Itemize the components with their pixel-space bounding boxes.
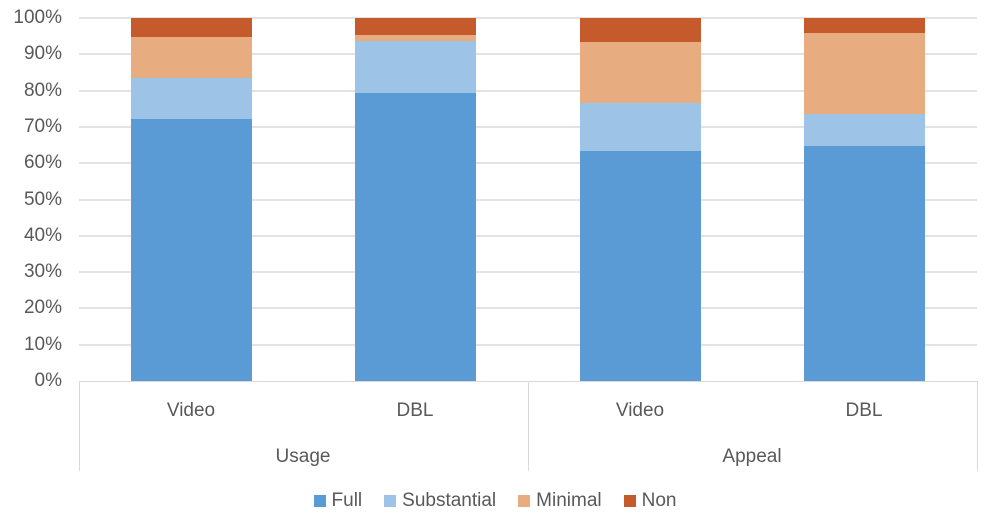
- gridline: [79, 307, 977, 310]
- bar-segment-minimal: [355, 35, 476, 41]
- y-tick-label: 100%: [13, 7, 62, 28]
- bar-segment-minimal: [131, 36, 252, 78]
- y-tick-label: 0%: [34, 370, 62, 391]
- bar-segment-non: [131, 18, 252, 37]
- bar-appeal-dbl: [804, 18, 925, 381]
- bar-segment-full: [131, 118, 252, 381]
- x-category-label: DBL: [396, 400, 434, 421]
- x-category-label: Video: [615, 400, 665, 421]
- legend-label: Full: [331, 490, 363, 511]
- axis-line: [977, 381, 978, 471]
- y-tick-label: 40%: [23, 224, 62, 246]
- bar-appeal-video: [580, 18, 701, 381]
- legend-swatch-icon: [384, 495, 397, 507]
- gridline: [79, 89, 977, 92]
- x-group-label: Appeal: [722, 446, 782, 467]
- legend-swatch-icon: [518, 495, 531, 507]
- gridline: [79, 162, 977, 165]
- gridline: [79, 17, 977, 19]
- legend: Full Substantial Minimal Non: [0, 490, 990, 512]
- bar-segment-non: [355, 18, 476, 36]
- bar-segment-full: [804, 145, 925, 381]
- bar-segment-full: [355, 93, 476, 381]
- bar-segment-minimal: [580, 41, 701, 103]
- y-tick-label: 50%: [23, 188, 62, 210]
- y-tick-label: 30%: [23, 261, 62, 283]
- legend-label: Non: [641, 490, 677, 511]
- y-tick-label: 20%: [23, 297, 62, 319]
- legend-item-substantial: Substantial: [384, 490, 496, 512]
- bar-usage-dbl: [355, 18, 476, 381]
- legend-swatch-icon: [623, 495, 636, 507]
- gridline: [79, 198, 977, 201]
- legend-item-non: Non: [623, 490, 677, 512]
- bar-segment-full: [580, 150, 701, 381]
- bar-segment-substantial: [355, 40, 476, 94]
- y-tick-label: 60%: [23, 152, 62, 174]
- bar-usage-video: [131, 18, 252, 381]
- y-tick-label: 90%: [23, 43, 62, 65]
- y-tick-label: 80%: [23, 79, 62, 101]
- legend-item-minimal: Minimal: [518, 490, 602, 512]
- gridline: [79, 271, 977, 274]
- bar-segment-substantial: [804, 113, 925, 146]
- legend-label: Minimal: [536, 490, 602, 511]
- bar-segment-minimal: [804, 32, 925, 114]
- bar-segment-non: [580, 18, 701, 42]
- bar-segment-substantial: [131, 77, 252, 119]
- gridline: [79, 343, 977, 346]
- gridline: [79, 125, 977, 128]
- x-category-label: DBL: [845, 400, 883, 421]
- bar-segment-non: [804, 18, 925, 33]
- gridline: [79, 53, 977, 56]
- axis-line: [79, 381, 80, 471]
- x-category-label: Video: [166, 400, 216, 421]
- bar-segment-substantial: [580, 102, 701, 151]
- x-group-label: Usage: [275, 446, 331, 467]
- legend-label: Substantial: [402, 490, 497, 511]
- axis-line: [528, 381, 529, 471]
- legend-swatch-icon: [313, 495, 326, 507]
- legend-item-full: Full: [313, 490, 363, 512]
- y-tick-label: 70%: [23, 115, 62, 137]
- gridline: [79, 234, 977, 237]
- y-tick-label: 10%: [23, 333, 62, 355]
